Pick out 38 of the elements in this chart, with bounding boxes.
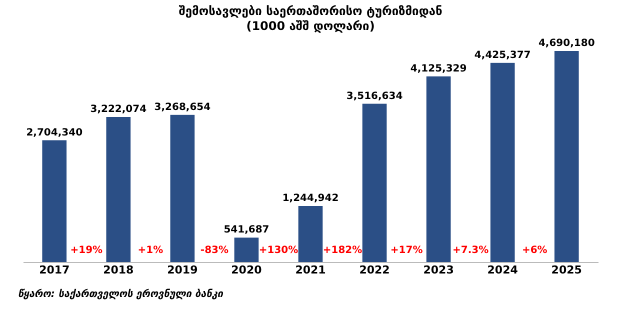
x-tick-label: 2025 [551, 264, 582, 276]
annotation: +130% [258, 245, 298, 256]
bar [554, 50, 579, 262]
annotation: +1% [138, 245, 164, 256]
bar [234, 238, 259, 262]
annotation: +19% [70, 245, 103, 256]
data-label: 4,425,377 [474, 50, 531, 61]
x-tick-label: 2018 [103, 264, 134, 276]
bar [362, 104, 387, 262]
data-label: 3,268,654 [154, 102, 211, 113]
annotation: +17% [390, 245, 423, 256]
annotation: -83% [200, 245, 229, 256]
x-tick-label: 2020 [231, 264, 262, 276]
annotation: +6% [522, 245, 548, 256]
bar [42, 140, 67, 262]
data-label: 1,244,942 [282, 192, 339, 204]
data-label: 4,125,329 [410, 63, 467, 74]
chart-subtitle: (1000 აშშ დოლარი) [246, 19, 375, 33]
bar [490, 62, 515, 262]
bar [426, 76, 451, 262]
data-label: 541,687 [224, 224, 270, 236]
bar [298, 206, 323, 262]
text: წყარო: საქართველოს ეროვნული ბანკი [18, 288, 224, 300]
x-tick-label: 2024 [487, 264, 518, 276]
x-tick-label: 2022 [359, 264, 390, 276]
bar [170, 114, 195, 262]
x-tick-label: 2023 [423, 264, 454, 276]
annotation: +182% [322, 245, 362, 256]
x-tick-label: 2019 [167, 264, 198, 276]
x-tick-label: 2021 [295, 264, 326, 276]
data-label: 3,222,074 [90, 104, 147, 116]
bar [106, 117, 131, 262]
x-tick-label: 2017 [39, 264, 70, 276]
chart-title: შემოსავლები საერთაშორისო ტურიზმიდან [178, 4, 442, 18]
data-label: 2,704,340 [26, 127, 83, 138]
data-label: 4,690,180 [538, 38, 595, 49]
annotation: +7.3% [452, 245, 489, 256]
data-label: 3,516,634 [346, 90, 403, 102]
